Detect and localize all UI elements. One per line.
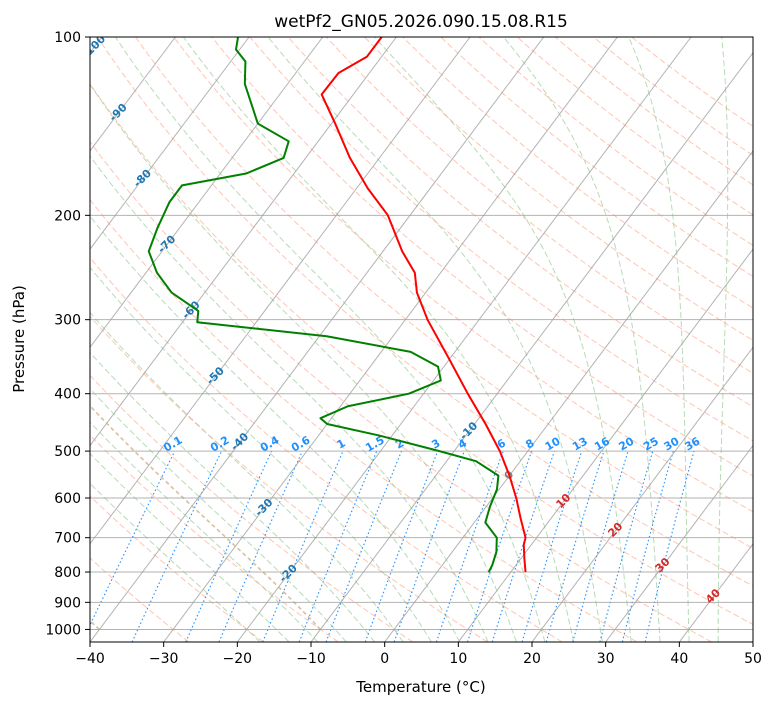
dry-adiabat <box>90 374 414 642</box>
moist-adiabat <box>90 388 347 642</box>
mixing-ratio-line <box>325 450 403 642</box>
moist-adiabat <box>90 482 261 642</box>
plot-area: 0.1 0.2 0.4 0.6 1 1.5 2 3 4 6 8 10 13 16 20 25 30 36-100-… <box>90 37 753 642</box>
isotherms <box>90 37 753 642</box>
mixing-ratio-line <box>90 450 176 627</box>
mixing-ratio-line <box>621 450 674 642</box>
dry-adiabat <box>364 37 753 341</box>
dry-adiabat <box>96 37 753 587</box>
y-axis: 1000 900 800 700 600 500 400 300 200 100 <box>45 30 90 638</box>
moist-adiabat <box>182 37 575 642</box>
x-tick-label: −10 <box>296 651 326 667</box>
moist-adiabat <box>90 351 376 642</box>
y-tick-label: 700 <box>54 531 81 547</box>
mixing-ratio-line <box>262 450 344 642</box>
x-tick-label: 0 <box>380 651 389 667</box>
y-tick-label: 900 <box>54 595 81 611</box>
y-tick-label: 800 <box>54 565 81 581</box>
mixing-ratio-lines <box>90 450 695 642</box>
plot-frame <box>89 36 754 643</box>
mixing-ratio-line <box>521 450 583 642</box>
isotherm <box>90 37 397 447</box>
chart-title: wetPf2_GN05.2026.090.15.08.R15 <box>274 12 568 32</box>
x-axis: −40 −30 −20 −10 0 10 20 30 40 50 <box>75 642 762 667</box>
mixing-ratio-line <box>466 450 533 642</box>
mixing-ratio-line <box>298 450 378 642</box>
x-tick-label: 10 <box>449 651 467 667</box>
isotherm <box>605 444 753 642</box>
profile-series <box>147 37 527 573</box>
isotherm <box>236 37 692 642</box>
y-tick-label: 300 <box>54 313 81 329</box>
mixing-ratio-line <box>599 450 654 642</box>
moist-adiabat <box>503 37 661 642</box>
isotherm <box>90 37 250 250</box>
moist-adiabat <box>90 266 432 642</box>
moist-adiabat <box>628 37 690 642</box>
dry-adiabats <box>90 37 753 642</box>
moist-adiabat <box>717 37 729 642</box>
moist-adiabat <box>90 311 404 642</box>
moist-adiabat <box>90 421 319 642</box>
mixing-ratio-line <box>491 450 555 642</box>
x-tick-label: 50 <box>744 651 762 667</box>
dry-adiabat <box>90 198 638 642</box>
y-tick-label: 500 <box>54 444 81 460</box>
moist-adiabat <box>90 155 489 642</box>
mixing-ratio-line <box>572 450 629 642</box>
x-tick-label: 20 <box>523 651 541 667</box>
isotherm <box>384 150 753 642</box>
x-tick-label: 30 <box>597 651 615 667</box>
freezing-curve <box>90 404 322 631</box>
freezing-curve-line <box>90 404 322 630</box>
mixing-ratio-line <box>185 450 273 642</box>
moist-adiabat <box>115 37 546 642</box>
isotherm <box>90 37 545 642</box>
moist-adiabat <box>90 215 461 642</box>
moist-adiabat <box>267 37 603 642</box>
dry-adiabat <box>402 37 753 309</box>
y-tick-label: 200 <box>54 208 81 224</box>
x-axis-label: Temperature (°C) <box>355 678 485 696</box>
dry-adiabat <box>90 141 712 642</box>
dry-adiabat <box>516 37 753 216</box>
dry-adiabat <box>554 37 753 186</box>
moist-adiabat <box>90 452 290 642</box>
isobars <box>90 37 753 630</box>
dewpoint-profile-line <box>147 37 500 573</box>
x-tick-label: −40 <box>75 651 105 667</box>
y-tick-label: 400 <box>54 387 81 403</box>
mixing-ratio-line <box>435 450 504 642</box>
moist-adiabat <box>90 83 517 642</box>
isotherm <box>90 37 176 152</box>
isotherm <box>310 51 753 642</box>
x-tick-label: −30 <box>149 651 179 667</box>
x-tick-label: 40 <box>670 651 688 667</box>
temperature-profile-line <box>320 37 527 573</box>
dry-adiabat <box>325 37 753 374</box>
y-tick-label: 100 <box>54 30 81 46</box>
moist-adiabat <box>374 37 632 642</box>
isotherm <box>90 37 471 545</box>
y-tick-label: 1000 <box>45 622 81 638</box>
dry-adiabat <box>173 37 753 513</box>
moist-adiabats <box>90 37 729 642</box>
y-tick-label: 600 <box>54 491 81 507</box>
dry-adiabat <box>135 37 753 549</box>
mixing-ratio-line <box>218 450 303 642</box>
dry-adiabat <box>90 434 339 642</box>
dry-adiabat <box>90 83 753 626</box>
isotherm <box>163 37 618 642</box>
dry-adiabat <box>249 37 753 442</box>
mixing-ratio-line <box>545 450 605 642</box>
isotherm <box>90 37 324 349</box>
isotherm <box>531 346 753 642</box>
mixing-ratio-line <box>364 450 439 642</box>
dry-adiabat <box>593 37 753 157</box>
y-axis-label: Pressure (hPa) <box>10 285 28 393</box>
isotherm <box>457 248 753 642</box>
x-tick-label: −20 <box>223 651 253 667</box>
dry-adiabat <box>287 37 753 408</box>
